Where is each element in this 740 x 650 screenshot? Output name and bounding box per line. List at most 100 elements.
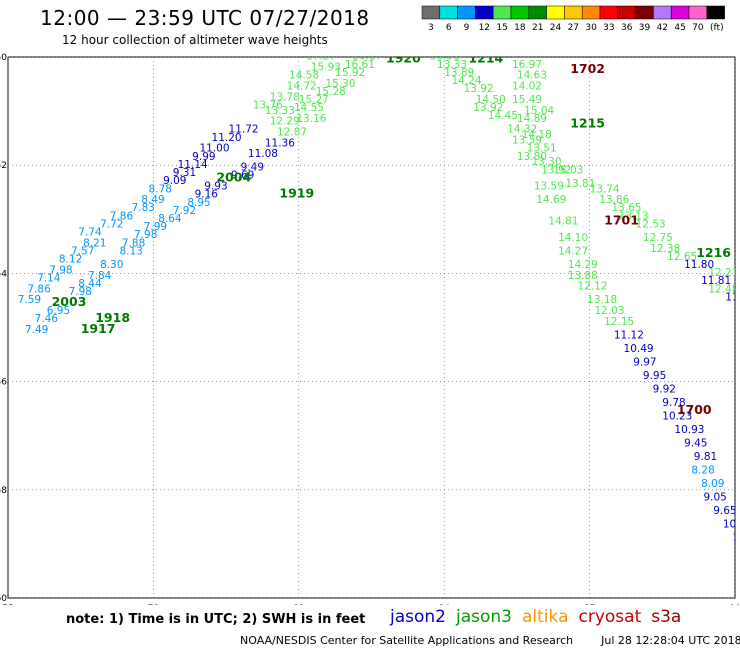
legend-label: 21 [532, 23, 543, 33]
wave-height-label: 9.45 [684, 438, 707, 450]
satellite-cryosat: cryosat [578, 607, 642, 627]
wave-height-label: 15.93 [311, 62, 341, 74]
units-note: note: 1) Time is in UTC; 2) SWH is in fe… [66, 612, 366, 627]
wave-height-label: 7.86 [27, 283, 51, 295]
wave-height-label: 13.86 [599, 194, 629, 206]
lon-tick-label: 84 [438, 604, 450, 605]
wave-height-label: 12.87 [277, 126, 307, 138]
wave-height-label: 14.63 [517, 70, 547, 82]
wave-height-label: 9.69 [231, 170, 254, 182]
wave-height-label: 11.00 [199, 143, 229, 155]
color-legend: 3 6 9 12 15 18 21 24 27 30 33 36 39 42 45 70 (ft) [421, 5, 725, 33]
wave-height-label: 13.18 [587, 294, 617, 306]
lat-tick-label: -56 [0, 378, 7, 388]
wave-height-label: 12.53 [636, 218, 666, 230]
wave-height-label: 7.57 [71, 245, 94, 257]
wave-height-label: 14.58 [289, 70, 319, 82]
wave-height-label: 8.64 [158, 213, 182, 225]
wave-height-label: 13.51 [527, 143, 557, 155]
lon-tick-label: 87 [584, 604, 595, 605]
pass-time-label: 1214 [468, 50, 503, 65]
wave-height-label: 15.30 [325, 78, 355, 90]
wave-height-label: 13.74 [590, 183, 620, 195]
wave-height-label: 13.65 [611, 202, 641, 214]
legend-label: 18 [514, 23, 526, 33]
wave-height-label: 11.20 [212, 132, 242, 144]
wave-height-label: 14.50 [476, 94, 506, 106]
wave-height-label: 9.65 [713, 505, 736, 517]
credit-text: NOAA/NESDIS Center for Satellite Applica… [240, 634, 574, 647]
wave-height-label: 13.59 [534, 181, 564, 193]
wave-height-label: 9.92 [653, 383, 676, 395]
legend-label: 70 [692, 23, 704, 33]
legend-label: 30 [585, 23, 597, 33]
wave-height-label: 14.55 [294, 102, 324, 114]
wave-height-label: 11.80 [684, 259, 714, 271]
wave-height-label: 14.18 [522, 129, 552, 141]
pass-time-label: 1700 [677, 402, 712, 417]
wave-height-label: 7.92 [173, 205, 196, 217]
lon-tick-label: 78 [148, 604, 160, 605]
wave-height-label: 11.72 [229, 124, 259, 136]
wave-height-map: 75 78 81 84 87 90 -50 -52 -54 -56 -58 -60 17.27 16.17… [0, 50, 740, 605]
wave-height-label: 7.98 [69, 286, 92, 298]
wave-height-label: 13.33 [437, 59, 467, 71]
wave-height-label: 11.08 [248, 148, 278, 160]
wave-height-label: 15.92 [335, 67, 365, 79]
wave-height-label: 9.31 [173, 167, 196, 179]
lat-tick-label: -52 [0, 161, 7, 171]
wave-height-label: 13.78 [270, 91, 300, 103]
wave-height-label: 13.13 [619, 210, 649, 222]
map-subtitle: 12 hour collection of altimeter wave hei… [62, 33, 328, 47]
wave-height-label: 7.98 [49, 264, 72, 276]
wave-height-label: 13.80 [517, 151, 547, 163]
legend-label: 42 [657, 23, 668, 33]
legend-label: 6 [446, 23, 452, 33]
wave-height-label: 14.72 [287, 80, 317, 92]
lon-tick-label: 81 [293, 604, 304, 605]
satellite-altika: altika [522, 607, 569, 627]
wave-height-label: 9.81 [694, 451, 717, 463]
legend-label: 9 [464, 23, 470, 33]
lon-tick-label: 90 [729, 604, 740, 605]
legend-label: 33 [603, 23, 614, 33]
wave-height-label: 8.30 [100, 259, 123, 271]
wave-height-label: 9.49 [241, 162, 264, 174]
pass-time-label: 1216 [696, 245, 731, 260]
pass-time-label: 2004 [216, 169, 251, 184]
wave-height-label: 10.23 [662, 410, 692, 422]
wave-height-label: 10.93 [674, 424, 704, 436]
wave-height-label: 7.86 [110, 210, 134, 222]
lat-tick-label: -50 [0, 53, 7, 63]
wave-height-label: 12.29 [270, 116, 300, 128]
wave-height-label: 14.10 [558, 232, 588, 244]
wave-height-label: 12.48 [708, 283, 738, 295]
wave-height-label: 15.03 [553, 164, 583, 176]
wave-height-label: 9.05 [703, 492, 726, 504]
wave-height-label: 7.98 [134, 229, 157, 241]
wave-height-label: 7.59 [18, 294, 41, 306]
wave-height-label: 13.92 [473, 102, 503, 114]
lon-tick-label: 75 [2, 604, 13, 605]
wave-height-label: 13.33 [265, 105, 295, 117]
wave-height-label: 13.81 [565, 178, 595, 190]
legend-label: 24 [550, 23, 562, 33]
wave-height-label: 9.99 [192, 151, 215, 163]
lat-tick-label: -60 [0, 594, 7, 604]
wave-height-label: 8.49 [141, 194, 164, 206]
legend-label: 27 [568, 23, 579, 33]
wave-height-label: 17.27 [306, 51, 336, 63]
wave-height-label: 9.95 [643, 370, 666, 382]
wave-height-label: 12.03 [594, 305, 624, 317]
wave-height-label: 7.83 [132, 202, 155, 214]
wave-height-label: 14.02 [512, 80, 542, 92]
satellite-key: jason2 jason3 altika cryosat s3a [390, 607, 691, 627]
wave-height-label: 10.02 [723, 519, 740, 531]
wave-height-label: 12.65 [667, 251, 697, 263]
wave-height-label: 7.72 [100, 218, 123, 230]
pass-time-label: 2003 [52, 294, 87, 309]
map-title: 12:00 — 23:59 UTC 07/27/2018 [40, 6, 370, 30]
pass-time-label: 1920 [386, 50, 421, 65]
legend-label: 15 [496, 23, 507, 33]
legend-label: 45 [674, 23, 685, 33]
